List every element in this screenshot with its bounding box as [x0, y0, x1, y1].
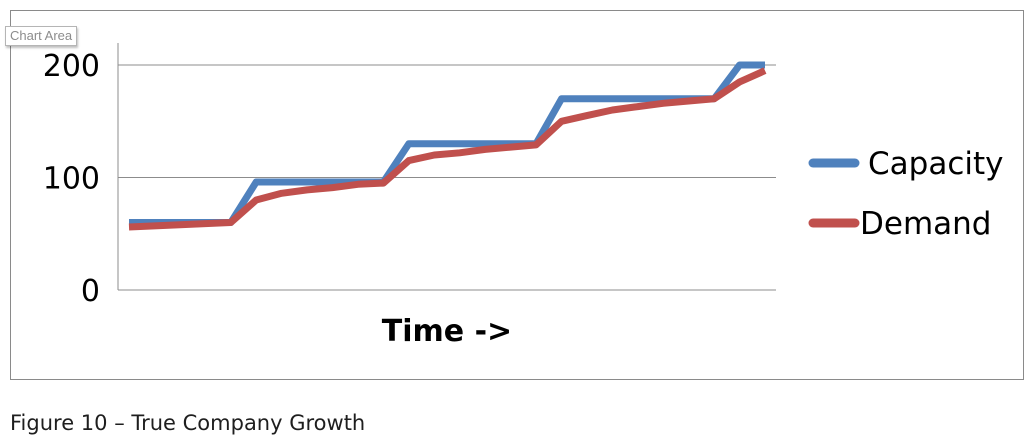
chart-area[interactable]: [10, 10, 1024, 380]
series-line-capacity[interactable]: [129, 61, 765, 226]
legend-item-capacity[interactable]: Capacity: [808, 146, 1003, 182]
figure-caption: Figure 10 – True Company Growth: [10, 411, 366, 435]
y-tick-label: 100: [43, 162, 100, 197]
legend-label: Capacity: [868, 146, 1003, 182]
legend-item-demand[interactable]: Demand: [808, 206, 991, 242]
chart-area-tooltip: Chart Area: [5, 26, 78, 46]
y-tick-labels: 0 100 200: [43, 49, 100, 309]
series-lines: [128, 61, 767, 231]
y-tick-label: 0: [81, 274, 100, 309]
y-tick-label: 200: [43, 49, 100, 84]
legend-label: Demand: [860, 206, 991, 242]
axes: [117, 43, 776, 291]
gridlines: [118, 64, 776, 178]
legend[interactable]: Capacity Demand: [808, 146, 1003, 242]
x-axis-title: Time ->: [382, 314, 512, 349]
series-line-demand[interactable]: [128, 67, 767, 231]
